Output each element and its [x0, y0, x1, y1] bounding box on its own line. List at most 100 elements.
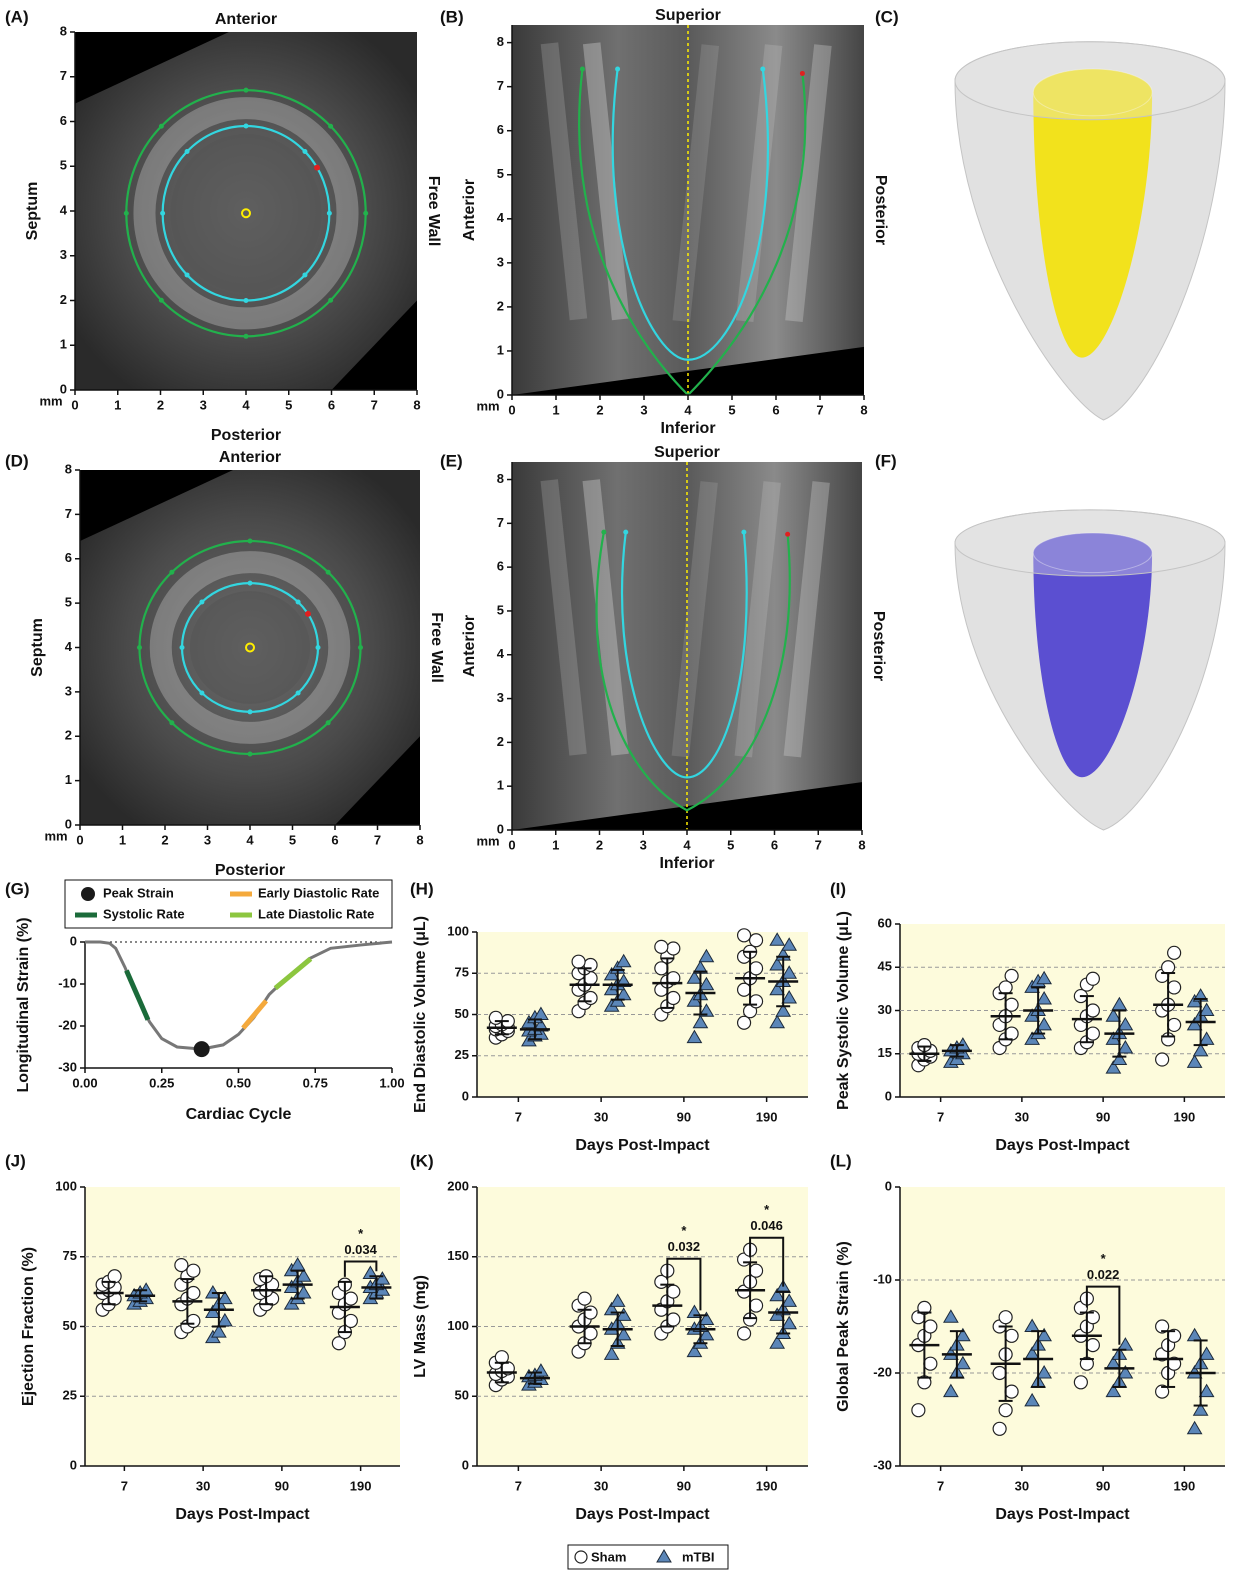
point [748, 1263, 764, 1278]
y-tick-label: 2 [497, 734, 504, 749]
endocardial-trace [611, 68, 770, 361]
trace-node [325, 569, 331, 575]
point [331, 1336, 346, 1351]
x-tick-label: 4 [246, 832, 254, 847]
point [609, 1293, 626, 1307]
panel-label: (K) [410, 1151, 434, 1170]
blood-pool [190, 591, 310, 704]
x-tick-label: 90 [1096, 1478, 1110, 1493]
trace-node [741, 529, 747, 535]
x-tick-label: 7 [371, 397, 378, 412]
trace-node [158, 123, 164, 129]
point [686, 993, 703, 1007]
point [1155, 1384, 1170, 1399]
image-mask [75, 32, 229, 104]
y-tick-label: 7 [497, 78, 504, 93]
y-tick-label: 6 [497, 559, 504, 574]
point [205, 1304, 221, 1319]
trace-node [199, 690, 205, 696]
y-tick-label: 5 [60, 158, 67, 173]
point [998, 1403, 1013, 1418]
point [1155, 1319, 1170, 1334]
trace-node [623, 529, 629, 535]
point [1167, 945, 1182, 960]
peak-strain [193, 1041, 210, 1058]
y-tick-label: 1 [65, 772, 72, 787]
y-axis-title: Peak Systolic Volume (μL) [835, 911, 852, 1110]
trace-node [184, 272, 190, 278]
point [1117, 1016, 1134, 1031]
outer-rim [954, 509, 1226, 577]
trace-start [314, 164, 321, 171]
y-tick-label: 200 [447, 1178, 469, 1193]
bottom-label: Posterior [211, 427, 281, 444]
x-tick-label: 0 [76, 832, 83, 847]
y-axis-title: LV Mass (mg) [412, 1275, 429, 1378]
point [923, 1319, 938, 1334]
y-tick-label: 0 [70, 933, 77, 948]
x-tick-label: 5 [285, 397, 292, 412]
trace-node [247, 709, 253, 715]
top-label: Anterior [215, 11, 277, 28]
point [211, 1324, 227, 1338]
point [698, 1326, 715, 1341]
y-axis-title: Longitudinal Strain (%) [15, 917, 32, 1092]
point [583, 957, 598, 973]
x-tick-label: 6 [328, 397, 335, 412]
y-tick-label: 25 [455, 1047, 469, 1062]
unit-label: mm [476, 398, 499, 413]
x-tick-label: 3 [204, 832, 211, 847]
significance-star: * [681, 1223, 687, 1238]
point [1161, 960, 1176, 975]
y-axis-title: Global Peak Strain (%) [835, 1241, 852, 1412]
point [571, 954, 586, 969]
y-tick-label: 8 [497, 34, 504, 49]
x-tick-label: 8 [416, 832, 423, 847]
x-tick-label: 1 [114, 397, 121, 412]
point [1073, 1375, 1088, 1390]
x-tick-label: 5 [289, 832, 296, 847]
y-tick-label: -10 [58, 975, 77, 990]
point [186, 1313, 201, 1329]
inner-cap [1032, 532, 1153, 574]
y-tick-label: 5 [65, 595, 72, 610]
trace-node [760, 66, 766, 72]
trace-node [160, 210, 166, 216]
x-tick-label: 1.00 [379, 1075, 404, 1090]
y-tick-label: 0 [462, 1457, 469, 1472]
point [1167, 980, 1182, 995]
point [736, 928, 752, 943]
y-tick-label: 0 [885, 1088, 892, 1103]
x-tick-label: 7 [515, 1478, 522, 1493]
point [943, 1383, 959, 1398]
y-tick-label: 1 [497, 778, 504, 793]
panel-label: (E) [440, 451, 463, 470]
trace-node [615, 66, 621, 72]
speckle [582, 479, 629, 756]
point [769, 1014, 786, 1029]
point [1036, 1327, 1053, 1342]
point [1036, 1016, 1053, 1031]
y-tick-label: 50 [455, 1006, 469, 1021]
point [686, 970, 703, 984]
point [686, 1029, 703, 1044]
x-tick-label: 0.50 [226, 1075, 251, 1090]
trace-node [123, 210, 129, 216]
x-axis-title: Days Post-Impact [175, 1506, 310, 1523]
left-label: Septum [24, 182, 41, 241]
point [1085, 971, 1100, 986]
trace-node [199, 599, 205, 605]
point [769, 1287, 786, 1302]
y-tick-label: 7 [65, 506, 72, 521]
panel-label: (I) [830, 879, 846, 898]
x-tick-label: 6 [771, 837, 778, 852]
trace-node [328, 123, 334, 129]
point [911, 1403, 926, 1418]
blood-pool [170, 133, 322, 293]
plot-background [900, 1187, 1225, 1466]
trace-node [243, 123, 249, 129]
point [748, 1298, 764, 1313]
y-tick-label: 6 [65, 550, 72, 565]
p-value: 0.034 [344, 1242, 377, 1257]
point [666, 1312, 681, 1327]
